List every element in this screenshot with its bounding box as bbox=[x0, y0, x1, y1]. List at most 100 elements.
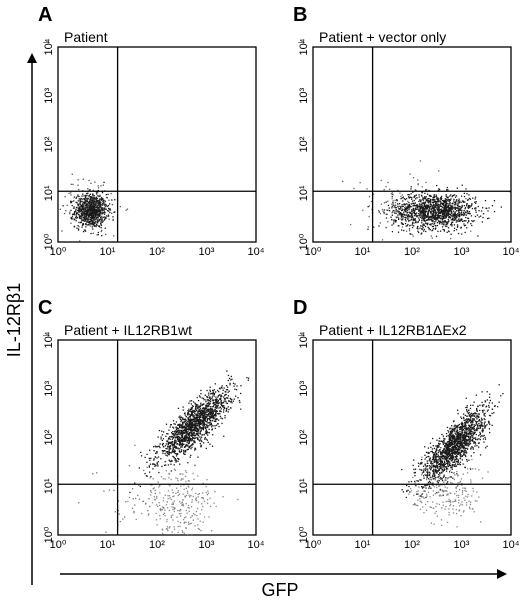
data-point bbox=[61, 230, 63, 232]
data-point bbox=[418, 200, 420, 203]
data-point bbox=[440, 221, 442, 224]
data-point bbox=[93, 196, 95, 199]
data-point bbox=[423, 204, 426, 206]
data-point bbox=[471, 437, 474, 439]
data-point bbox=[178, 440, 180, 442]
data-point bbox=[435, 465, 437, 467]
data-point bbox=[83, 195, 85, 197]
data-point bbox=[445, 222, 448, 224]
data-point bbox=[100, 221, 102, 223]
data-point bbox=[225, 409, 228, 411]
data-point bbox=[187, 448, 189, 450]
data-point bbox=[206, 424, 208, 426]
data-point bbox=[181, 478, 183, 480]
data-point bbox=[411, 224, 413, 226]
data-point bbox=[105, 196, 108, 199]
data-point bbox=[427, 456, 429, 458]
data-point bbox=[174, 457, 176, 460]
data-point bbox=[427, 447, 430, 449]
data-point bbox=[408, 215, 410, 217]
data-point bbox=[178, 451, 181, 453]
data-point bbox=[417, 213, 420, 215]
data-point bbox=[210, 393, 212, 395]
data-point bbox=[419, 211, 421, 213]
data-point bbox=[211, 408, 213, 410]
data-point bbox=[215, 398, 217, 400]
data-point bbox=[432, 216, 434, 219]
data-point bbox=[455, 455, 457, 458]
data-point bbox=[213, 410, 215, 412]
data-point bbox=[431, 213, 433, 215]
y-tick-label: 10⁴ bbox=[298, 38, 310, 55]
data-point bbox=[196, 431, 198, 433]
data-point bbox=[132, 498, 134, 500]
data-point bbox=[438, 207, 440, 209]
data-point bbox=[452, 205, 454, 207]
data-point bbox=[406, 217, 408, 220]
data-point bbox=[440, 217, 442, 219]
data-point bbox=[215, 424, 218, 426]
data-point bbox=[400, 195, 402, 198]
data-point bbox=[442, 220, 444, 223]
data-point bbox=[188, 523, 190, 525]
data-point bbox=[104, 208, 106, 210]
data-point bbox=[467, 198, 469, 201]
data-point bbox=[101, 212, 103, 214]
data-point bbox=[173, 437, 175, 439]
data-point bbox=[200, 427, 203, 429]
data-point bbox=[100, 201, 102, 203]
data-point bbox=[209, 497, 211, 499]
data-point bbox=[99, 205, 101, 207]
data-point bbox=[182, 430, 184, 432]
data-point bbox=[398, 208, 400, 210]
data-point bbox=[392, 202, 394, 204]
data-point bbox=[200, 529, 202, 532]
data-point bbox=[458, 205, 460, 207]
data-point bbox=[488, 207, 490, 209]
data-point bbox=[221, 403, 223, 405]
data-point bbox=[401, 194, 403, 196]
data-point bbox=[63, 212, 66, 215]
data-point bbox=[192, 443, 194, 445]
data-point bbox=[198, 439, 200, 441]
data-point bbox=[392, 201, 394, 204]
data-point bbox=[187, 425, 190, 428]
data-point bbox=[212, 412, 214, 414]
data-point bbox=[174, 442, 177, 444]
data-point bbox=[441, 461, 444, 464]
data-point bbox=[172, 426, 174, 428]
data-point bbox=[98, 200, 100, 202]
data-point bbox=[193, 409, 195, 412]
data-point bbox=[96, 193, 98, 195]
data-point bbox=[414, 219, 416, 221]
data-point bbox=[153, 450, 155, 452]
data-point bbox=[456, 215, 458, 217]
data-point bbox=[201, 407, 204, 409]
data-point bbox=[206, 426, 208, 429]
data-point bbox=[468, 204, 470, 207]
data-point bbox=[441, 212, 444, 214]
data-point bbox=[103, 209, 105, 212]
data-point bbox=[420, 462, 422, 464]
data-point bbox=[479, 409, 481, 412]
data-point bbox=[450, 205, 452, 207]
data-point bbox=[461, 204, 463, 207]
data-point bbox=[93, 200, 96, 202]
data-point bbox=[105, 531, 107, 533]
data-point bbox=[99, 211, 101, 213]
data-point bbox=[442, 449, 444, 452]
data-point bbox=[467, 207, 469, 209]
data-point bbox=[198, 416, 200, 418]
data-point bbox=[223, 409, 225, 411]
data-point bbox=[417, 184, 419, 186]
data-point bbox=[439, 220, 441, 223]
data-point bbox=[225, 393, 227, 396]
data-point bbox=[92, 209, 94, 211]
data-point bbox=[367, 226, 369, 228]
data-point bbox=[192, 472, 194, 475]
data-point bbox=[425, 209, 427, 211]
y-tick-label: 10³ bbox=[298, 87, 310, 103]
data-point bbox=[451, 471, 453, 474]
data-point bbox=[190, 419, 192, 421]
data-point bbox=[161, 532, 164, 535]
